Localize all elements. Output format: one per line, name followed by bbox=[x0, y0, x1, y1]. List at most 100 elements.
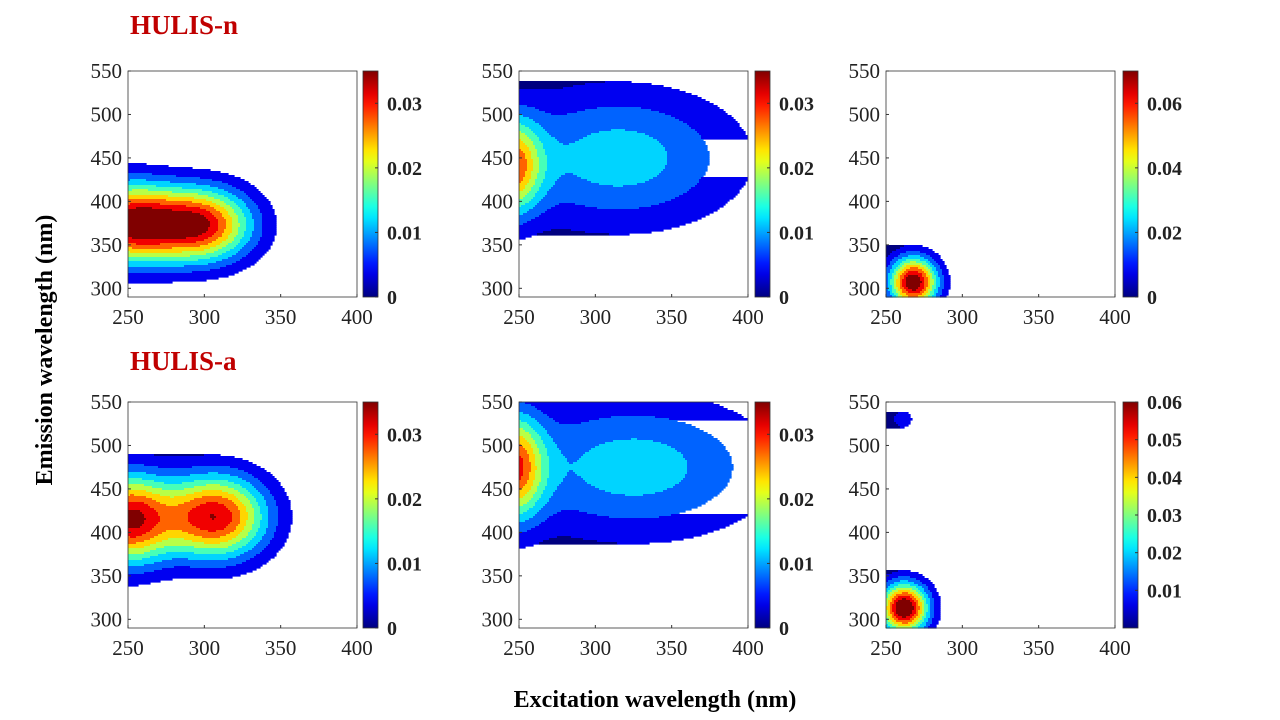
contour-band-level-5 bbox=[930, 285, 933, 288]
contour-band-level-3 bbox=[190, 474, 231, 477]
contour-band-level-1 bbox=[665, 201, 728, 204]
contour-band-level-8 bbox=[188, 518, 213, 521]
contour-band-level-7 bbox=[519, 446, 524, 449]
contour-band-level-9 bbox=[128, 219, 209, 222]
contour-band-level-2 bbox=[906, 251, 921, 254]
contour-band-level-1 bbox=[934, 602, 941, 605]
contour-band-level-0 bbox=[886, 251, 893, 254]
contour-band-level-2 bbox=[563, 143, 570, 146]
contour-band-level-1 bbox=[278, 514, 293, 517]
contour-band-level-3 bbox=[236, 245, 245, 248]
contour-band-level-6 bbox=[527, 167, 534, 170]
contour-band-level-6 bbox=[160, 502, 185, 505]
contour-band-level-1 bbox=[900, 247, 929, 250]
contour-band-level-3 bbox=[543, 490, 556, 493]
contour-band-level-3 bbox=[128, 265, 185, 268]
contour-band-level-5 bbox=[246, 520, 255, 523]
contour-band-level-7 bbox=[519, 486, 524, 489]
y-tick-label: 300 bbox=[482, 276, 514, 300]
contour-band-level-2 bbox=[519, 524, 540, 527]
contour-band-level-4 bbox=[541, 462, 550, 465]
contour-band-level-8 bbox=[200, 528, 225, 531]
contour-band-level-5 bbox=[886, 614, 889, 617]
contour-band-level-5 bbox=[894, 279, 897, 282]
contour-band-level-3 bbox=[890, 584, 899, 587]
contour-band-level-4 bbox=[128, 257, 211, 260]
contour-band-level-2 bbox=[557, 446, 596, 449]
contour-band-level-3 bbox=[128, 564, 145, 567]
contour-band-level-2 bbox=[667, 155, 710, 158]
contour-band-level-4 bbox=[254, 512, 261, 515]
contour-band-level-3 bbox=[541, 438, 554, 441]
contour-band-level-3 bbox=[591, 448, 676, 451]
contour-band-level-4 bbox=[539, 157, 548, 160]
contour-band-level-5 bbox=[246, 522, 255, 525]
contour-band-level-6 bbox=[154, 536, 203, 539]
contour-band-level-6 bbox=[529, 474, 536, 477]
contour-band-level-7 bbox=[232, 518, 241, 521]
colorbar-tick-label: 0.02 bbox=[387, 158, 422, 180]
contour-band-level-3 bbox=[549, 456, 566, 459]
contour-band-level-2 bbox=[886, 289, 889, 292]
contour-band-level-9 bbox=[128, 510, 141, 513]
contour-band-level-3 bbox=[244, 215, 253, 218]
contour-band-level-6 bbox=[204, 542, 221, 545]
contour-band-level-2 bbox=[898, 255, 909, 258]
contour-band-level-6 bbox=[519, 490, 530, 493]
contour-band-level-5 bbox=[210, 247, 223, 250]
contour-band-level-3 bbox=[208, 472, 219, 475]
contour-band-level-5 bbox=[220, 542, 237, 545]
contour-band-level-7 bbox=[521, 476, 530, 479]
contour-band-level-2 bbox=[523, 412, 544, 415]
contour-band-level-7 bbox=[196, 241, 213, 244]
contour-band-level-3 bbox=[543, 442, 556, 445]
contour-band-level-6 bbox=[224, 229, 233, 232]
contour-band-level-4 bbox=[128, 259, 199, 262]
contour-band-level-6 bbox=[898, 275, 901, 278]
contour-band-level-1 bbox=[266, 546, 283, 549]
contour-band-level-8 bbox=[144, 514, 159, 517]
contour-band-level-7 bbox=[218, 223, 227, 226]
contour-band-level-5 bbox=[918, 618, 923, 621]
contour-band-level-4 bbox=[128, 556, 151, 559]
contour-band-level-8 bbox=[128, 241, 197, 244]
contour-band-level-5 bbox=[228, 213, 237, 216]
contour-band-level-7 bbox=[519, 179, 524, 182]
contour-band-level-2 bbox=[597, 207, 640, 210]
contour-band-level-4 bbox=[250, 530, 259, 533]
contour-band-level-2 bbox=[268, 524, 279, 527]
contour-band-level-2 bbox=[623, 185, 696, 188]
contour-band-level-1 bbox=[934, 598, 941, 601]
contour-band-level-1 bbox=[252, 249, 269, 252]
y-tick-label: 400 bbox=[849, 189, 881, 213]
contour-band-level-3 bbox=[128, 261, 217, 264]
contour-band-level-1 bbox=[571, 536, 694, 539]
colorbar-tick-label: 0.04 bbox=[1147, 158, 1182, 180]
contour-band-level-3 bbox=[591, 484, 676, 487]
contour-band-level-4 bbox=[228, 546, 243, 549]
contour-band-level-4 bbox=[531, 187, 540, 190]
x-tick-label: 250 bbox=[112, 636, 144, 660]
contour-band-level-2 bbox=[659, 173, 706, 176]
contour-band-level-8 bbox=[128, 506, 151, 509]
contour-band-level-1 bbox=[547, 518, 742, 521]
contour-band-level-5 bbox=[523, 496, 534, 499]
contour-band-level-1 bbox=[262, 223, 277, 226]
contour-band-level-1 bbox=[886, 574, 923, 577]
contour-band-level-2 bbox=[922, 586, 929, 589]
contour-band-level-4 bbox=[537, 173, 546, 176]
contour-band-level-1 bbox=[539, 109, 586, 112]
contour-band-level-3 bbox=[537, 432, 548, 435]
contour-band-level-2 bbox=[894, 257, 903, 260]
contour-band-level-3 bbox=[934, 273, 939, 276]
contour-band-level-5 bbox=[537, 466, 542, 469]
contour-band-level-1 bbox=[675, 117, 734, 120]
contour-band-level-8 bbox=[128, 207, 137, 210]
contour-band-level-5 bbox=[156, 542, 205, 545]
contour-band-level-3 bbox=[547, 450, 562, 453]
contour-band-level-7 bbox=[202, 536, 221, 539]
contour-band-level-3 bbox=[533, 131, 548, 134]
contour-band-level-3 bbox=[543, 147, 666, 150]
colorbar bbox=[754, 401, 771, 629]
contour-band-level-2 bbox=[519, 528, 532, 531]
